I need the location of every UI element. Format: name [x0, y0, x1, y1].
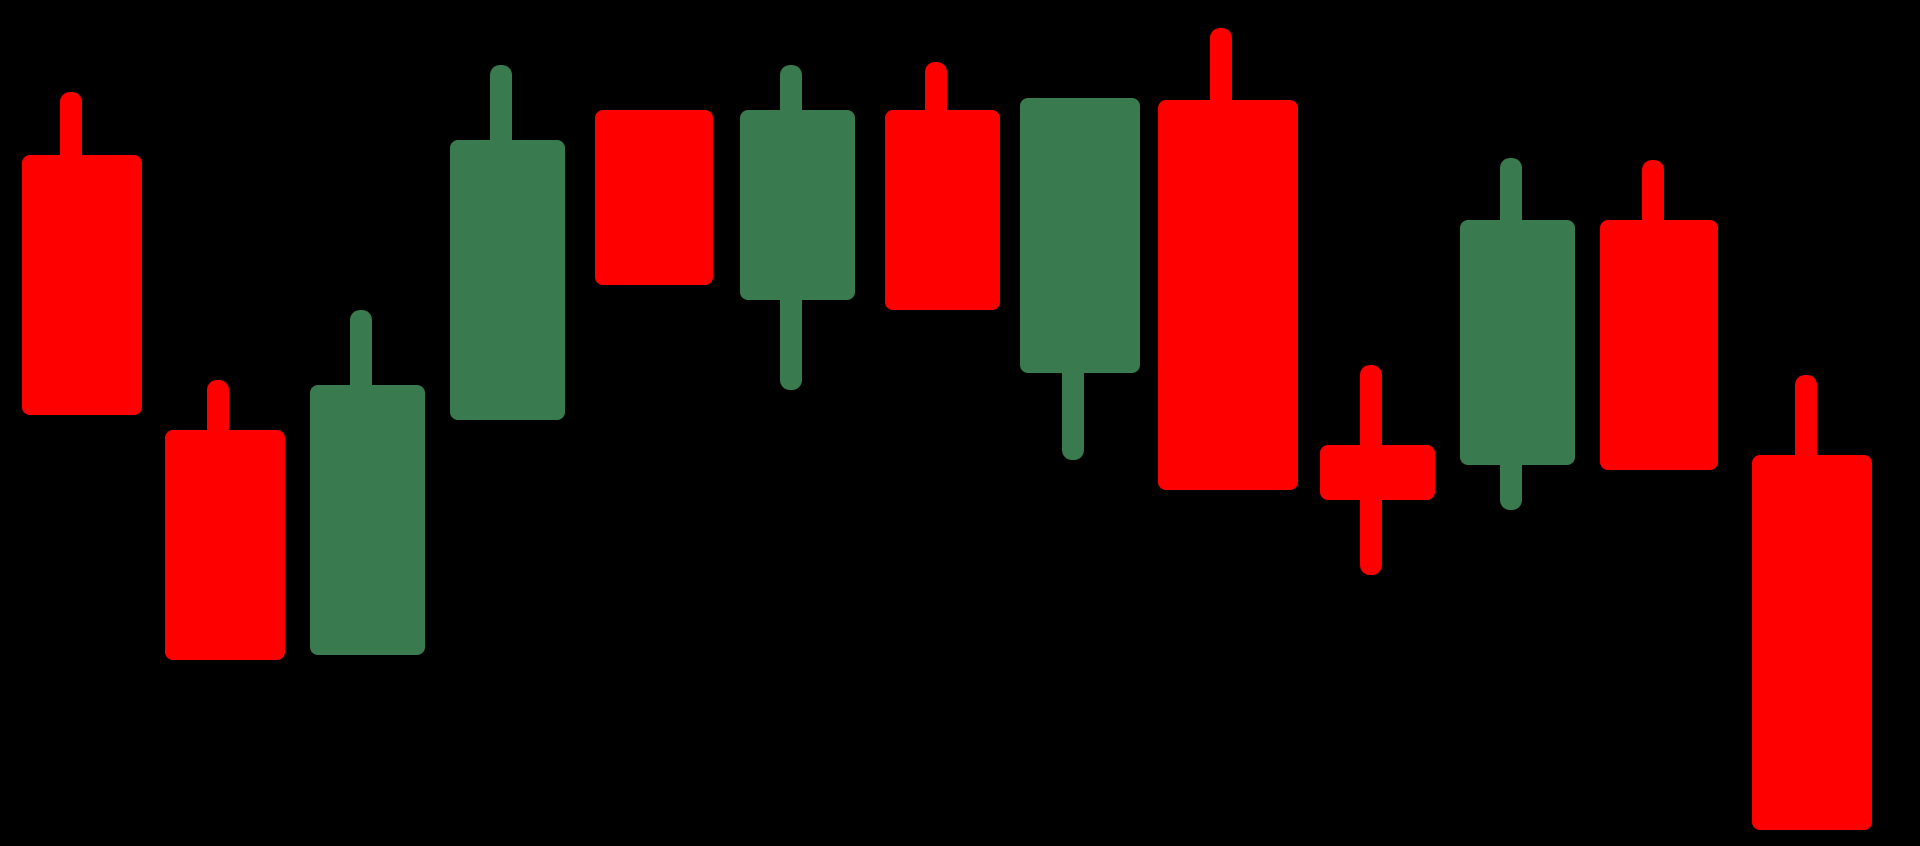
candle-body-1	[165, 430, 285, 660]
candle-body-7	[1020, 98, 1140, 373]
candle-body-5	[740, 110, 855, 300]
candle-body-8	[1158, 100, 1298, 490]
candle-body-3	[450, 140, 565, 420]
candle-body-10	[1460, 220, 1575, 465]
candle-body-11	[1600, 220, 1718, 470]
candle-body-0	[22, 155, 142, 415]
candle-body-4	[595, 110, 713, 285]
candle-body-6	[885, 110, 1000, 310]
candlestick-chart	[0, 0, 1920, 846]
candle-body-12	[1752, 455, 1872, 830]
candle-body-2	[310, 385, 425, 655]
candle-body-9	[1320, 445, 1435, 500]
